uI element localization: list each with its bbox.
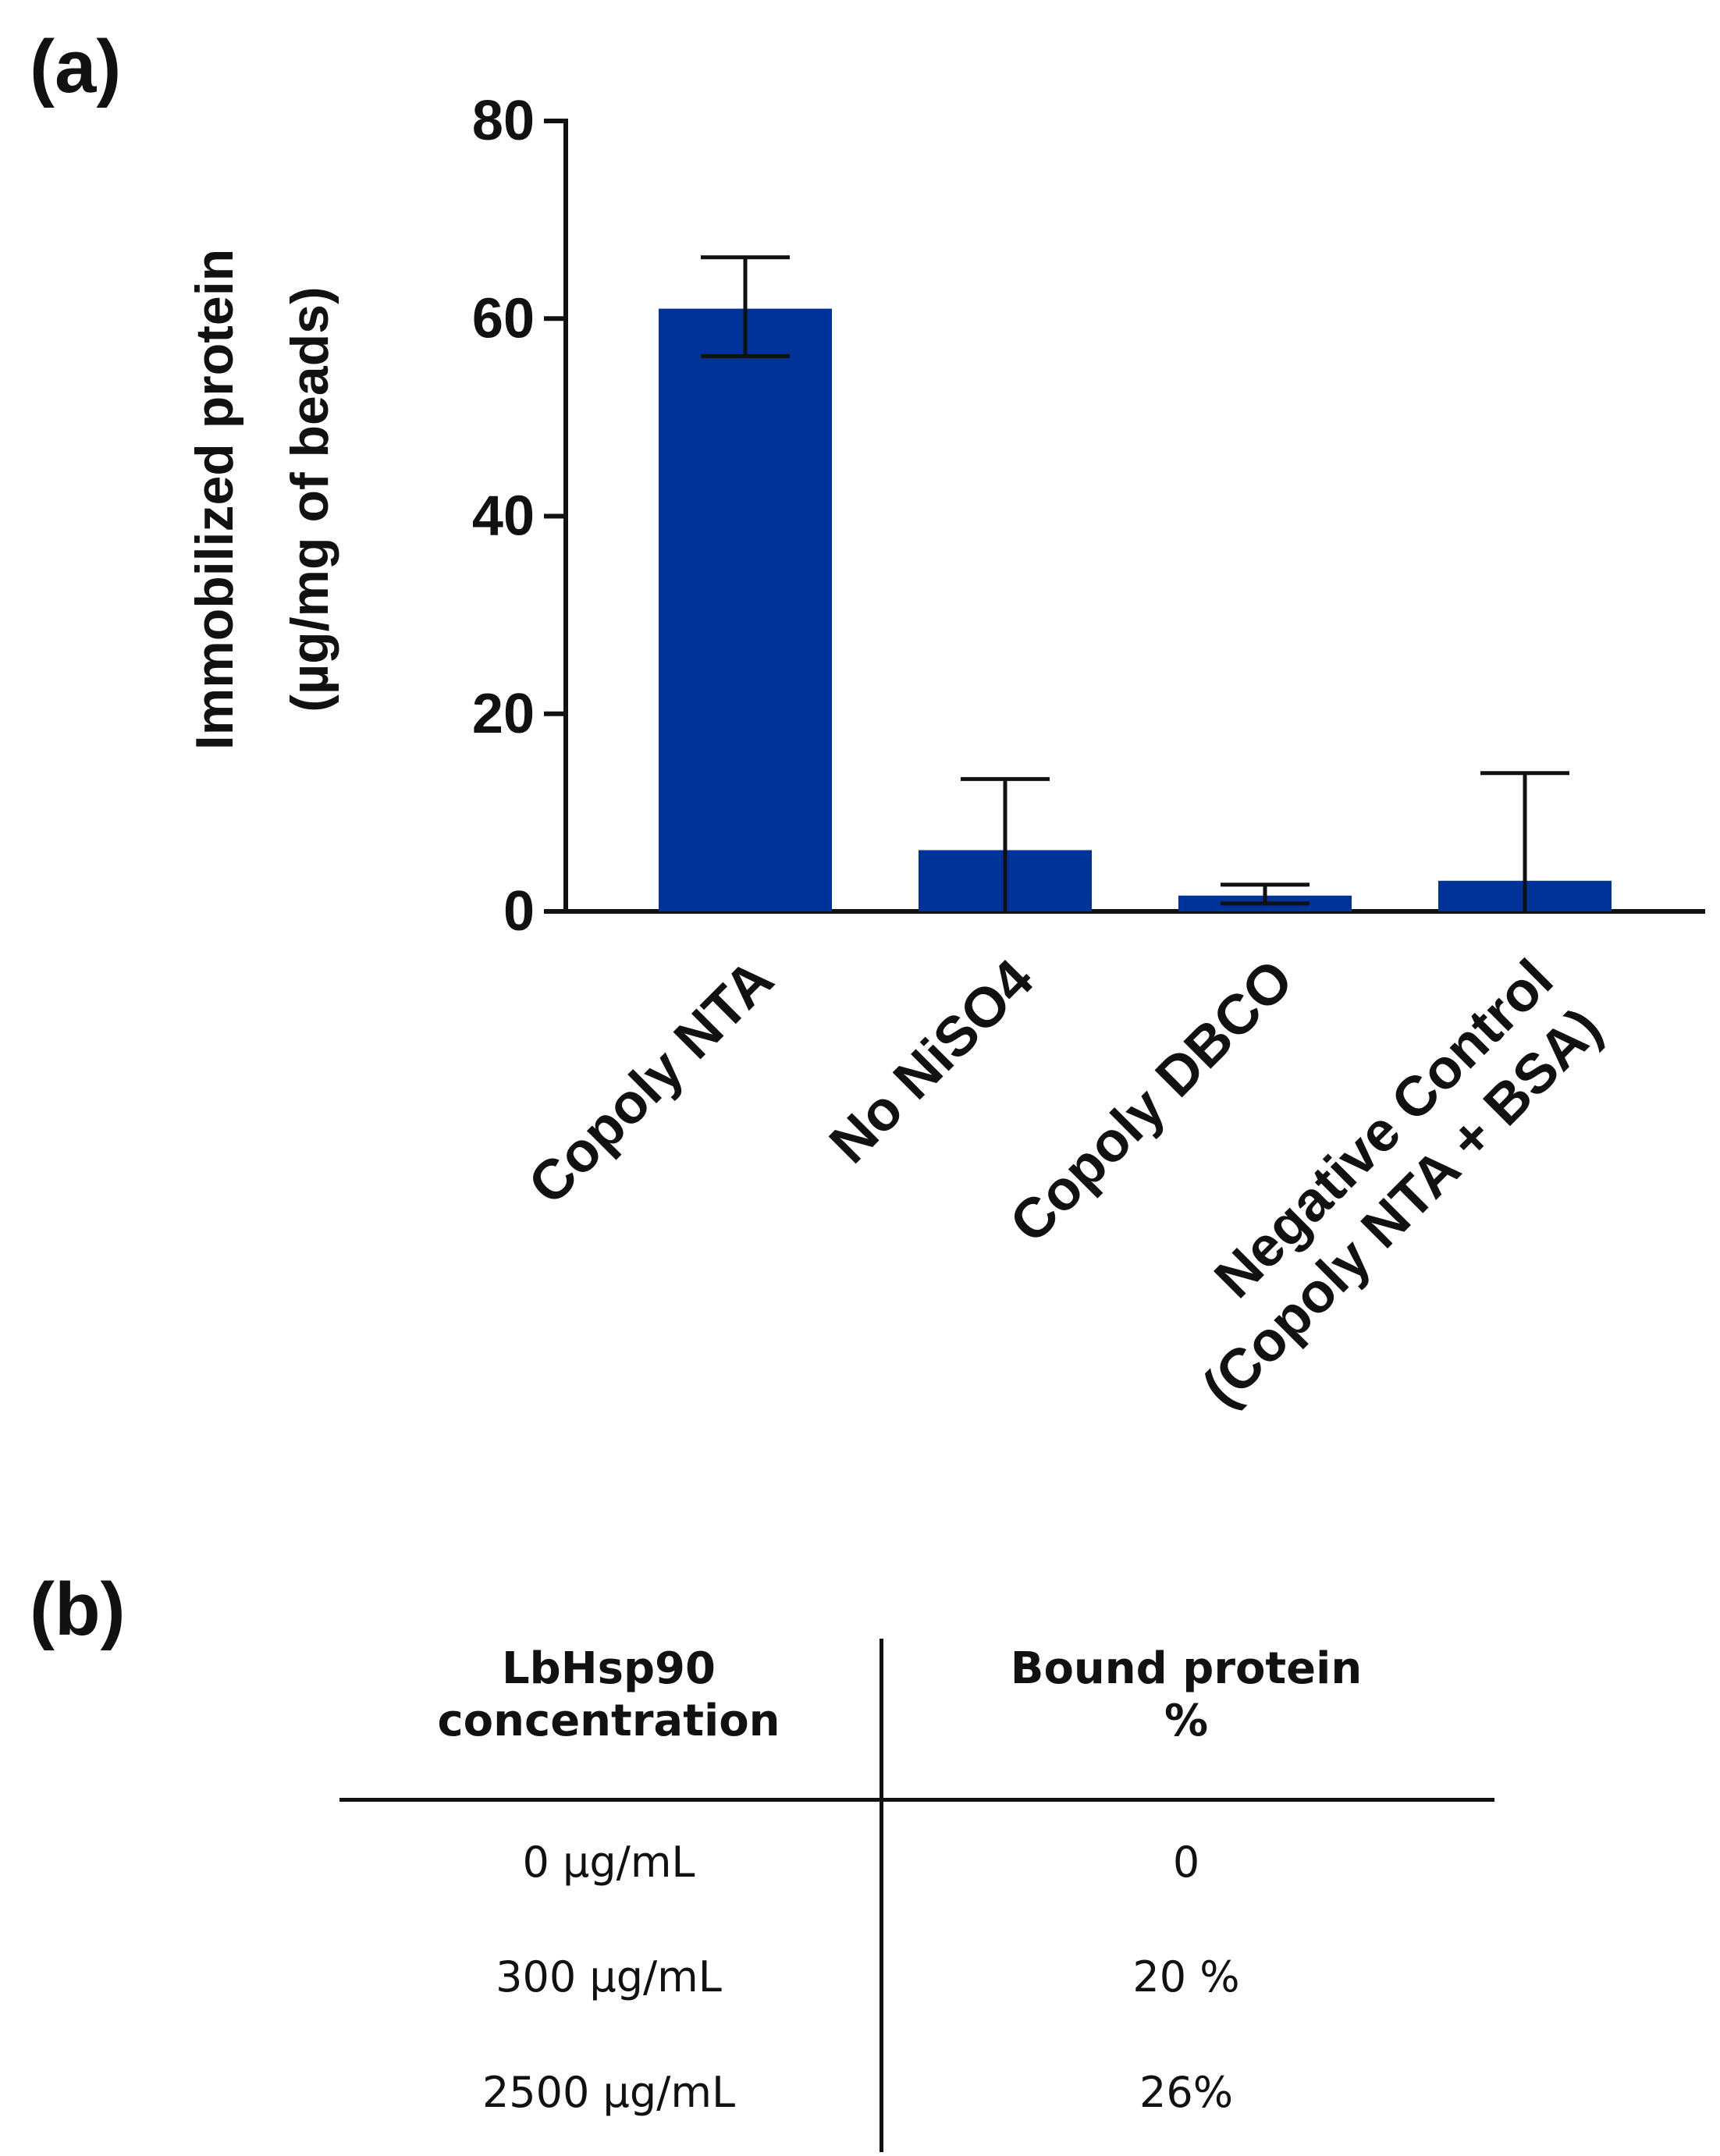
table-cell-bound: 20 % [1132, 1952, 1240, 2001]
chart-root: 0 20 40 60 80 Immobilized protein (µg/mg of be… [185, 90, 1705, 1419]
table-header-bound: Bound protein % [890, 1643, 1483, 1747]
table-header-concentration: LbHsp90 concentration [336, 1643, 882, 1747]
table-column-divider [880, 1639, 883, 2152]
table-cell-concentration: 2500 µg/mL [482, 2068, 736, 2117]
table-cell-concentration: 300 µg/mL [496, 1952, 722, 2001]
header-concentration-line2: concentration [437, 1696, 780, 1747]
table-cell-bound: 26% [1139, 2068, 1234, 2117]
table-cell-bound: 0 [1172, 1838, 1200, 1887]
y-tick-label: 20 [472, 683, 535, 745]
panel-label-a: (a) [30, 25, 122, 108]
y-tick-label: 80 [472, 90, 535, 152]
table-header-rule [339, 1798, 1494, 1802]
x-tick-label: No NiSO4 [818, 948, 1045, 1175]
header-concentration-line1: LbHsp90 [502, 1643, 716, 1694]
y-axis-title-line1: Immobilized protein [185, 249, 244, 750]
y-tick-label: 0 [503, 880, 535, 943]
x-tick-label-line2: (Copoly NTA + BSA) [1191, 996, 1614, 1419]
bar-chart: 0 20 40 60 80 Immobilized protein (µg/mg of be… [185, 90, 1705, 1419]
table-cell-concentration: 0 µg/mL [522, 1838, 695, 1887]
y-tick-label: 60 [472, 287, 535, 350]
y-tick-label: 40 [472, 485, 535, 548]
bar [659, 308, 832, 911]
header-bound-line2: % [1164, 1696, 1209, 1747]
header-bound-line1: Bound protein [1010, 1643, 1363, 1694]
y-axis-title-line2: (µg/mg of beads) [280, 286, 339, 712]
x-tick-label: Copoly NTA [517, 948, 785, 1217]
panel-label-b: (b) [30, 1568, 126, 1651]
